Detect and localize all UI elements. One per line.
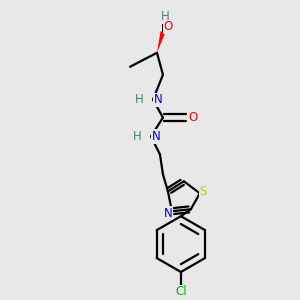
Text: Cl: Cl — [175, 285, 187, 298]
Text: O: O — [188, 111, 197, 124]
Text: N: N — [164, 207, 172, 220]
Text: N: N — [152, 130, 160, 143]
Text: O: O — [163, 20, 172, 33]
Text: N: N — [154, 93, 162, 106]
Text: H: H — [133, 130, 141, 143]
Text: H: H — [160, 11, 169, 23]
Polygon shape — [157, 31, 165, 53]
Text: H: H — [135, 93, 143, 106]
Text: S: S — [199, 185, 206, 198]
